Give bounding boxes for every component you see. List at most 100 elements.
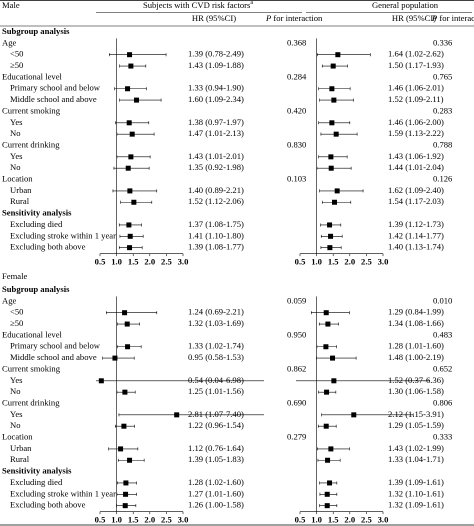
x-tick-label: 3.0	[378, 257, 389, 267]
group-label: Age	[2, 295, 17, 305]
plot-area	[296, 310, 430, 509]
hr-point	[323, 344, 329, 350]
hr-point	[127, 457, 133, 463]
row-label: Middle school and above	[10, 94, 97, 104]
section-label: Subgroup analysis	[2, 284, 70, 294]
x-tick-label: 1.0	[311, 515, 322, 525]
row-label: Yes	[10, 409, 23, 419]
hr-point	[129, 131, 135, 137]
hr-text: 1.40 (0.89-2.21)	[188, 185, 244, 195]
row-label: Excluding stroke within 1 year	[10, 230, 116, 240]
hr-point	[330, 63, 336, 69]
group-label: Current smoking	[2, 363, 61, 373]
hr-text: 1.33 (1.02-1.74)	[188, 341, 244, 351]
hr-point	[332, 199, 338, 205]
row-label: Yes	[10, 375, 23, 385]
hr-text: 1.39 (1.09-1.61)	[388, 477, 444, 487]
hr-point	[125, 344, 131, 350]
hr-point	[124, 321, 130, 327]
x-tick-label: 0.5	[295, 257, 306, 267]
column-header: Subjects with CVD risk factorsa	[143, 0, 253, 10]
panel-title: Female	[2, 271, 27, 281]
hr-point	[331, 378, 337, 384]
x-tick-label: 3.0	[178, 515, 189, 525]
hr-point	[328, 446, 334, 452]
p-value: 0.830	[287, 139, 306, 149]
plot-area	[316, 52, 371, 251]
hr-point	[327, 245, 333, 251]
plot-area	[96, 310, 264, 509]
hr-point	[118, 446, 124, 452]
hr-point	[134, 97, 140, 103]
hr-text: 1.59 (1.13-2.22)	[388, 128, 444, 138]
hr-text: 1.48 (1.00-2.19)	[388, 352, 444, 362]
hr-text: 1.42 (1.14-1.77)	[388, 230, 444, 240]
p-value: 0.336	[433, 37, 453, 47]
section-label: Sensitivity analysis	[2, 466, 72, 476]
hr-text: 1.40 (1.13-1.74)	[388, 242, 444, 252]
hr-point	[128, 63, 134, 69]
p-value: 0.010	[433, 295, 452, 305]
hr-text: 1.32 (1.03-1.69)	[188, 318, 244, 328]
hr-text: 1.24 (0.69-2.21)	[188, 307, 244, 317]
hr-point	[327, 222, 333, 228]
hr-point	[122, 389, 128, 395]
p-value: 0.806	[433, 397, 453, 407]
hr-text: 1.39 (1.12-1.73)	[388, 219, 444, 229]
x-tick-label: 1.0	[111, 515, 122, 525]
hr-point	[125, 86, 131, 92]
p-value: 0.483	[433, 329, 452, 339]
hr-text: 1.44 (1.01-2.04)	[388, 162, 444, 172]
group-label: Location	[2, 432, 33, 442]
hr-point	[331, 97, 337, 103]
row-label: No	[10, 128, 21, 138]
hr-point	[324, 503, 330, 509]
hr-text: 2.12 (1.15-3.91)	[388, 409, 444, 419]
x-tick-label: 2.0	[344, 257, 355, 267]
hr-text: 1.12 (0.76-1.64)	[188, 443, 244, 453]
hr-point	[324, 389, 330, 395]
x-tick-label: 3.0	[178, 257, 189, 267]
hr-point	[122, 310, 128, 316]
hr-text: 1.50 (1.17-1.93)	[388, 60, 444, 70]
row-label: Urban	[10, 443, 32, 453]
hr-point	[325, 321, 331, 327]
hr-point	[126, 222, 132, 228]
p-header: P for interaction	[431, 13, 474, 23]
x-tick-label: 0.5	[95, 257, 106, 267]
row-label: <50	[10, 49, 23, 59]
p-value: 0.690	[287, 397, 306, 407]
group-label: Current smoking	[2, 105, 61, 115]
hr-point	[334, 188, 340, 194]
hr-text: 1.33 (1.04-1.71)	[388, 454, 444, 464]
hr-point	[324, 491, 330, 497]
p-value: 0.279	[287, 432, 306, 442]
hr-point	[328, 165, 334, 171]
hr-point	[323, 310, 329, 316]
section-label: Subgroup analysis	[2, 26, 70, 36]
p-value: 0.283	[433, 105, 452, 115]
p-value: 0.862	[287, 363, 306, 373]
hr-text: 1.39 (1.05-1.83)	[188, 454, 244, 464]
panel-title: Male	[2, 0, 20, 10]
hr-point	[351, 412, 357, 418]
hr-text: 1.38 (0.97-1.97)	[188, 117, 244, 127]
row-label: Urban	[10, 185, 32, 195]
x-tick-label: 1.0	[111, 257, 122, 267]
hr-point	[123, 480, 129, 486]
row-label: Primary school and below	[10, 341, 101, 351]
x-tick-label: 2.0	[144, 515, 155, 525]
hr-text: 1.43 (1.06-1.92)	[388, 151, 444, 161]
hr-point	[127, 233, 133, 239]
column-header: General population	[372, 0, 439, 10]
row-label: Excluding both above	[10, 500, 86, 510]
row-label: Excluding died	[10, 477, 63, 487]
row-label: No	[10, 162, 21, 172]
x-tick-label: 1.5	[128, 257, 139, 267]
row-label: No	[10, 386, 21, 396]
hr-text: 1.52 (1.12-2.06)	[188, 196, 244, 206]
hr-text: 1.29 (0.84-1.99)	[388, 307, 444, 317]
row-label: Excluding stroke within 1 year	[10, 488, 116, 498]
hr-text: 1.29 (1.05-1.59)	[388, 420, 444, 430]
row-label: ≥50	[10, 318, 23, 328]
